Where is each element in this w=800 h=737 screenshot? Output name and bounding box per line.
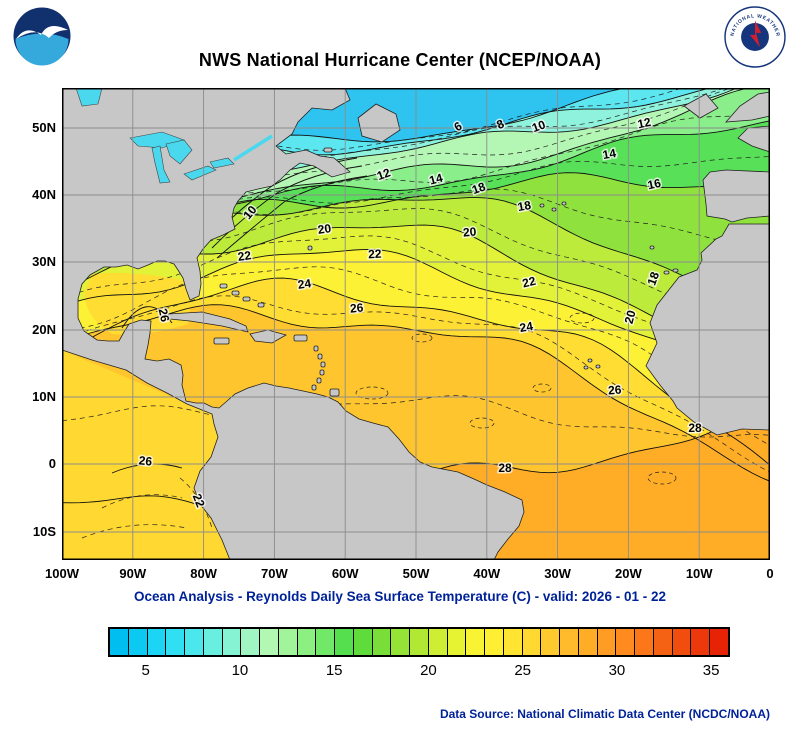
svg-text:26: 26 (156, 307, 173, 323)
svg-text:18: 18 (517, 198, 533, 214)
colorbar-tick-label: 30 (608, 662, 626, 679)
map-border (62, 88, 770, 560)
sst-map: 6 8 10 12 12 14 18 14 16 18 10 20 20 22 22 22 24 26 18 26 20… (62, 88, 770, 560)
colorbar-segment (185, 629, 204, 655)
lon-tick-label: 40W (473, 566, 501, 581)
lon-tick-label: 100W (45, 566, 79, 581)
lon-tick-label: 10W (685, 566, 713, 581)
graticule (62, 88, 770, 560)
colorbar-segment (672, 629, 692, 655)
colorbar-segment (541, 629, 560, 655)
sst-map-canvas: 6 8 10 12 12 14 18 14 16 18 10 20 20 22 22 22 24 26 18 26 20… (62, 88, 770, 560)
colorbar-tick-label: 20 (420, 662, 437, 679)
colorbar-segment (710, 629, 728, 655)
lon-tick-label: 30W (544, 566, 571, 581)
svg-text:26: 26 (349, 300, 364, 315)
lat-tick-label: 20N (32, 322, 56, 337)
svg-text:14: 14 (428, 171, 445, 188)
lon-tick-label: 70W (261, 566, 288, 581)
svg-text:14: 14 (602, 146, 618, 162)
colorbar-segment (691, 629, 710, 655)
svg-text:22: 22 (368, 247, 382, 262)
svg-text:12: 12 (636, 115, 652, 132)
colorbar-segment (485, 629, 504, 655)
lat-tick-label: 0 (48, 456, 56, 471)
colorbar-segment (428, 629, 448, 655)
lat-tick-label: 40N (32, 187, 56, 202)
data-source: Data Source: National Climatic Data Cent… (439, 707, 770, 721)
lon-tick-label: 90W (119, 566, 147, 581)
lon-tick-label: 60W (331, 566, 359, 581)
landmasses (62, 88, 770, 560)
svg-text:20: 20 (317, 221, 332, 237)
colorbar-tick-label: 10 (231, 662, 249, 679)
caption: Ocean Analysis - Reynolds Daily Sea Surf… (134, 589, 666, 604)
lon-tick-label: 0 (766, 566, 774, 581)
colorbar-segment (635, 629, 654, 655)
svg-text:24: 24 (519, 319, 535, 335)
page-title: NWS National Hurricane Center (NCEP/NOAA… (198, 50, 602, 70)
svg-text:22: 22 (237, 248, 252, 264)
colorbar-segment (522, 629, 542, 655)
colorbar-segment (410, 629, 429, 655)
colorbar-segment (316, 629, 335, 655)
svg-text:28: 28 (498, 461, 512, 475)
colorbar-segment (447, 629, 467, 655)
colorbar-segment (653, 629, 673, 655)
lon-tick-label: 20W (615, 566, 642, 581)
colorbar-segment (353, 629, 373, 655)
colorbar-tick-label: 5 (141, 662, 150, 679)
colorbar-segment (278, 629, 298, 655)
colorbar-segment (391, 629, 410, 655)
svg-text:22: 22 (521, 274, 538, 291)
colorbar-segment (297, 629, 317, 655)
colorbar-segment (260, 629, 279, 655)
colorbar-segment (110, 629, 129, 655)
svg-text:26: 26 (608, 383, 623, 398)
lat-tick-label: 50N (32, 120, 56, 135)
svg-text:26: 26 (138, 453, 153, 468)
colorbar-segment (503, 629, 523, 655)
colorbar-segment (372, 629, 392, 655)
noaa-logo (12, 6, 72, 66)
noaa-emblem (13, 7, 71, 66)
svg-text:20: 20 (622, 308, 639, 325)
colorbar-tick-label: 35 (702, 662, 720, 679)
svg-text:24: 24 (297, 276, 312, 292)
colorbar-segment (560, 629, 579, 655)
nws-bolt-icon (749, 20, 762, 48)
colorbar-segment (241, 629, 260, 655)
colorbar (108, 627, 730, 657)
noaa-sea-shape (15, 33, 69, 66)
svg-text:20: 20 (462, 224, 477, 239)
lat-tick-label: 10S (32, 524, 56, 539)
colorbar-segment (166, 629, 185, 655)
lakes (75, 88, 273, 184)
colorbar-segment (335, 629, 354, 655)
lat-tick-label: 30N (32, 254, 56, 269)
colorbar-tick-label: 15 (325, 662, 343, 679)
lon-tick-label: 50W (402, 566, 430, 581)
colorbar-segment (597, 629, 617, 655)
colorbar-segment (147, 629, 167, 655)
colorbar-tick-label: 25 (514, 662, 531, 679)
colorbar-segment (203, 629, 223, 655)
colorbar-segment (578, 629, 598, 655)
colorbar-segment (466, 629, 485, 655)
svg-text:16: 16 (646, 176, 662, 193)
nws-logo: NATIONAL WEATHER SERVICE (722, 2, 786, 68)
colorbar-segment (222, 629, 242, 655)
colorbar-segment (128, 629, 148, 655)
colorbar-segment (616, 629, 635, 655)
svg-text:28: 28 (688, 421, 702, 435)
nws-emblem: NATIONAL WEATHER SERVICE (722, 2, 786, 68)
noaa-bird-icon (16, 26, 68, 39)
lat-tick-label: 10N (32, 389, 56, 404)
lon-tick-label: 80W (190, 566, 217, 581)
